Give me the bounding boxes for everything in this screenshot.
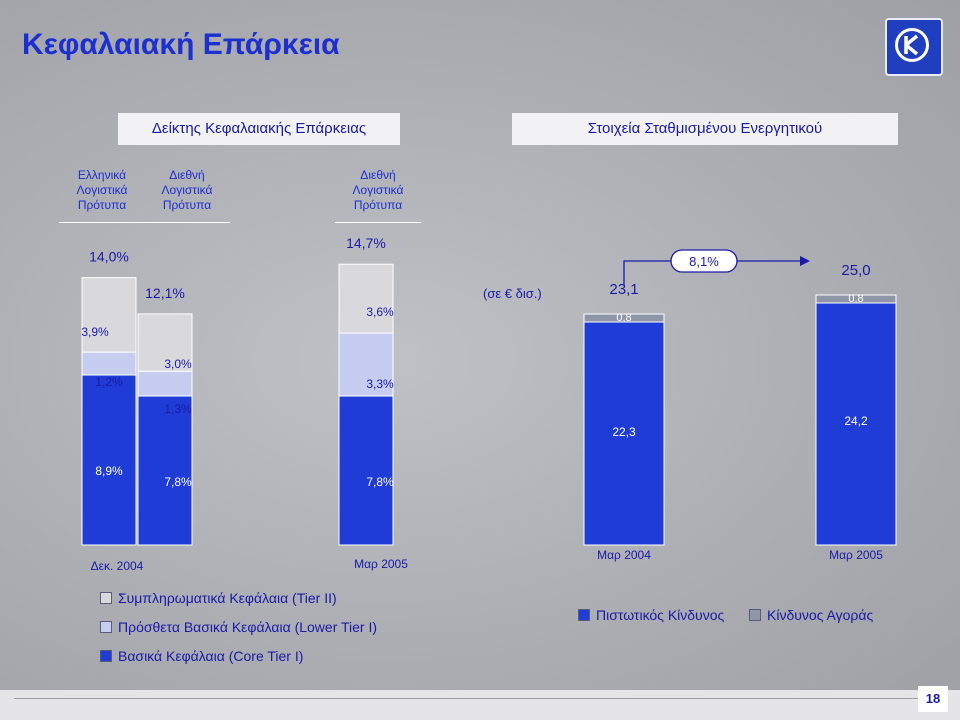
column-label-ifrs: Διεθνή Λογιστικά Πρότυπα bbox=[161, 168, 213, 212]
legend-swatch bbox=[578, 609, 590, 621]
tier2-bar bbox=[137, 313, 193, 372]
left-panel-header: Δείκτης Κεφαλαιακής Επάρκειας bbox=[118, 113, 400, 145]
legend-label: Πιστωτικός Κίνδυνος bbox=[596, 607, 725, 623]
legend-swatch bbox=[100, 650, 112, 662]
total-label: 14,0% bbox=[89, 249, 129, 265]
right-panel-header: Στοιχεία Σταθμισμένου Ενεργητικού bbox=[512, 113, 898, 145]
logo-emblem-icon bbox=[895, 28, 929, 62]
column-label-greek-gaap: Ελληνικά Λογιστικά Πρότυπα bbox=[76, 168, 128, 212]
arrow-head-icon bbox=[800, 256, 810, 266]
x-tick-label: Μαρ 2005 bbox=[354, 557, 408, 571]
segment-value-label: 24,2 bbox=[844, 414, 868, 428]
legend-swatch bbox=[100, 592, 112, 604]
footer-band bbox=[0, 690, 960, 720]
x-tick-label: Μαρ 2005 bbox=[829, 548, 883, 562]
bank-logo bbox=[885, 18, 943, 76]
growth-connector bbox=[623, 260, 802, 285]
x-tick-label: Δεκ. 2004 bbox=[91, 559, 144, 573]
segment-value-label: 22,3 bbox=[612, 425, 636, 439]
total-label: 25,0 bbox=[841, 262, 870, 279]
legend-swatch bbox=[749, 609, 761, 621]
segment-value-label: 1,3% bbox=[164, 402, 192, 416]
legend-label: Πρόσθετα Βασικά Κεφάλαια (Lower Tier I) bbox=[118, 619, 378, 635]
segment-value-label: 0,8 bbox=[616, 312, 631, 324]
legend-label: Βασικά Κεφάλαια (Core Tier I) bbox=[118, 648, 304, 664]
core-tier1-bar bbox=[81, 374, 137, 546]
segment-value-label: 3,3% bbox=[366, 377, 394, 391]
legend-tier2: Συμπληρωματικά Κεφάλαια (Tier II) bbox=[100, 590, 337, 606]
page-number: 18 bbox=[918, 686, 948, 712]
growth-badge bbox=[670, 249, 738, 273]
core-tier1-bar bbox=[137, 395, 193, 546]
segment-value-label: 0,8 bbox=[848, 293, 863, 305]
segment-value-label: 7,8% bbox=[366, 475, 394, 489]
tier2-bar bbox=[338, 263, 394, 334]
lower-tier1-bar bbox=[137, 370, 193, 397]
lower-tier1-bar bbox=[81, 351, 137, 376]
column-label-underline bbox=[335, 222, 421, 223]
growth-label: 8,1% bbox=[689, 254, 719, 269]
legend-credit-risk: Πιστωτικός Κίνδυνος bbox=[578, 607, 724, 623]
market-risk-bar bbox=[583, 313, 665, 323]
credit-risk-bar bbox=[815, 302, 897, 546]
segment-value-label: 1,2% bbox=[95, 375, 123, 389]
legend-lower-tier1: Πρόσθετα Βασικά Κεφάλαια (Lower Tier I) bbox=[100, 619, 377, 635]
segment-value-label: 3,0% bbox=[164, 357, 192, 371]
slide-title: Κεφαλαιακή Επάρκεια bbox=[22, 28, 340, 61]
footer-divider bbox=[14, 698, 918, 699]
total-label: 12,1% bbox=[145, 285, 185, 301]
tier2-bar bbox=[81, 277, 137, 353]
column-label-underline bbox=[144, 222, 230, 223]
segment-value-label: 7,8% bbox=[164, 475, 192, 489]
total-label: 14,7% bbox=[346, 235, 386, 251]
credit-risk-bar bbox=[583, 321, 665, 546]
lower-tier1-bar bbox=[338, 332, 394, 397]
total-label: 23,1 bbox=[609, 281, 638, 298]
column-label-underline bbox=[59, 222, 145, 223]
legend-swatch bbox=[100, 621, 112, 633]
segment-value-label: 8,9% bbox=[95, 464, 123, 478]
legend-label: Συμπληρωματικά Κεφάλαια (Tier II) bbox=[118, 590, 337, 606]
segment-value-label: 3,9% bbox=[81, 325, 109, 339]
segment-value-label: 3,6% bbox=[366, 305, 394, 319]
unit-note: (σε € δισ.) bbox=[483, 286, 542, 301]
column-label-ifrs: Διεθνή Λογιστικά Πρότυπα bbox=[352, 168, 404, 212]
legend-core-tier1: Βασικά Κεφάλαια (Core Tier I) bbox=[100, 648, 303, 664]
x-tick-label: Μαρ 2004 bbox=[597, 548, 651, 562]
legend-label: Κίνδυνος Αγοράς bbox=[767, 607, 874, 623]
legend-market-risk: Κίνδυνος Αγοράς bbox=[749, 607, 873, 623]
market-risk-bar bbox=[815, 294, 897, 304]
core-tier1-bar bbox=[338, 395, 394, 546]
